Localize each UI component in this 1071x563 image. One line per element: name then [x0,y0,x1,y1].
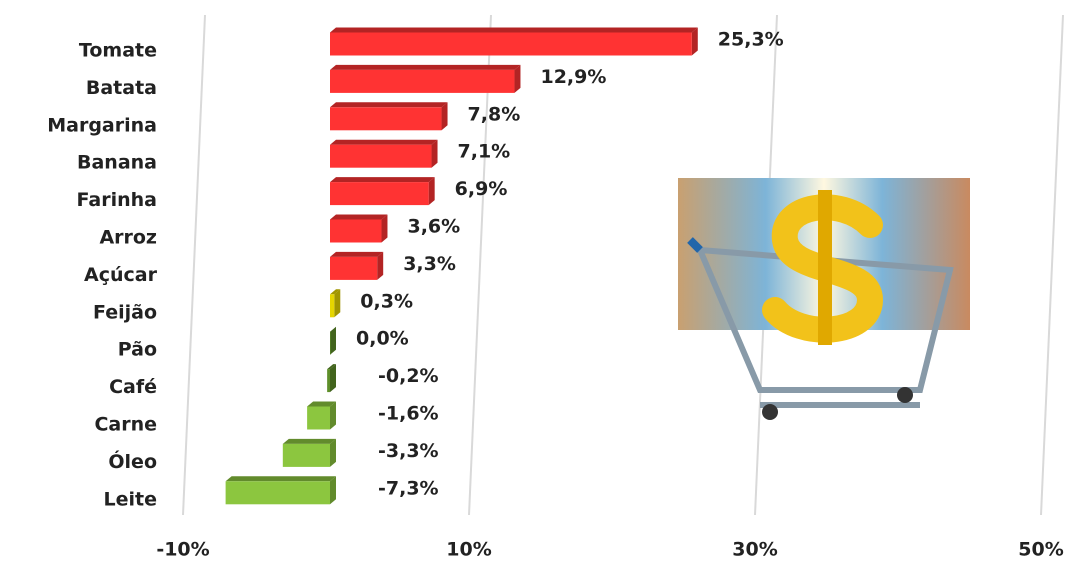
bar [330,107,442,130]
bar-group [283,439,336,467]
chart: -10% 10% 30% 50% Tomate 25,3% Batata 12,9% Marga… [0,0,1071,563]
bar-top [330,215,387,220]
bar [330,145,432,168]
value-label: 0,0% [356,328,409,350]
bar-group [330,289,340,317]
value-label: 3,3% [403,253,456,275]
y-tick-label: Carne [94,414,157,436]
value-label: 7,1% [458,141,511,163]
y-tick-label: Tomate [79,40,157,62]
x-tick-label: 10% [446,539,491,561]
bar-top [330,65,520,70]
value-label: 12,9% [540,66,606,88]
y-tick-label: Café [109,376,157,398]
y-tick-label: Arroz [99,227,157,249]
cart-wheel [897,387,913,403]
y-tick-label: Pão [118,339,157,361]
grid-line [183,15,205,515]
value-label: -7,3% [378,477,439,499]
bar-top [330,177,435,182]
bar-group [330,177,435,205]
y-tick-label: Margarina [47,114,157,136]
value-label: -0,2% [378,365,439,387]
bar-group [226,476,336,504]
bar-group [330,327,336,355]
value-label: -1,6% [378,403,439,425]
y-tick-label: Feijão [93,301,157,323]
bar-group [327,364,336,392]
x-tick-label: 30% [732,539,777,561]
bar [226,481,330,504]
bar-top [283,439,336,444]
value-label: -3,3% [378,440,439,462]
bar [283,444,330,467]
bar-top [330,252,383,257]
bar [330,33,692,56]
bar-group [330,252,383,280]
y-tick-label: Leite [104,488,157,510]
bar-group [307,402,336,430]
value-label: 0,3% [360,290,413,312]
bar [330,70,514,93]
cart-illustration [678,178,970,420]
value-label: 6,9% [455,178,508,200]
value-label: 25,3% [718,29,784,51]
bar [330,257,377,280]
y-tick-label: Banana [77,152,157,174]
cart-wheel [762,404,778,420]
y-tick-label: Farinha [77,189,157,211]
bar-group [330,215,387,243]
bar-top [330,140,438,145]
bar-top [330,28,698,33]
bar [327,369,330,392]
value-label: 7,8% [468,103,521,125]
bar [330,294,334,317]
bar [330,332,331,355]
bar-group [330,65,520,93]
bar-side [330,327,336,355]
bar-group [330,28,698,56]
bar [330,182,429,205]
value-label: 3,6% [407,216,460,238]
y-tick-label: Batata [86,77,157,99]
x-tick-label: -10% [156,539,209,561]
y-tick-label: Açúcar [84,264,158,286]
bar [307,407,330,430]
bar-group [330,140,438,168]
bar [330,220,381,243]
x-tick-label: 50% [1018,539,1063,561]
bar-top [226,476,336,481]
y-tick-label: Óleo [108,449,157,473]
bar-top [330,102,448,107]
grid-line [1041,15,1063,515]
bar-group [330,102,448,130]
